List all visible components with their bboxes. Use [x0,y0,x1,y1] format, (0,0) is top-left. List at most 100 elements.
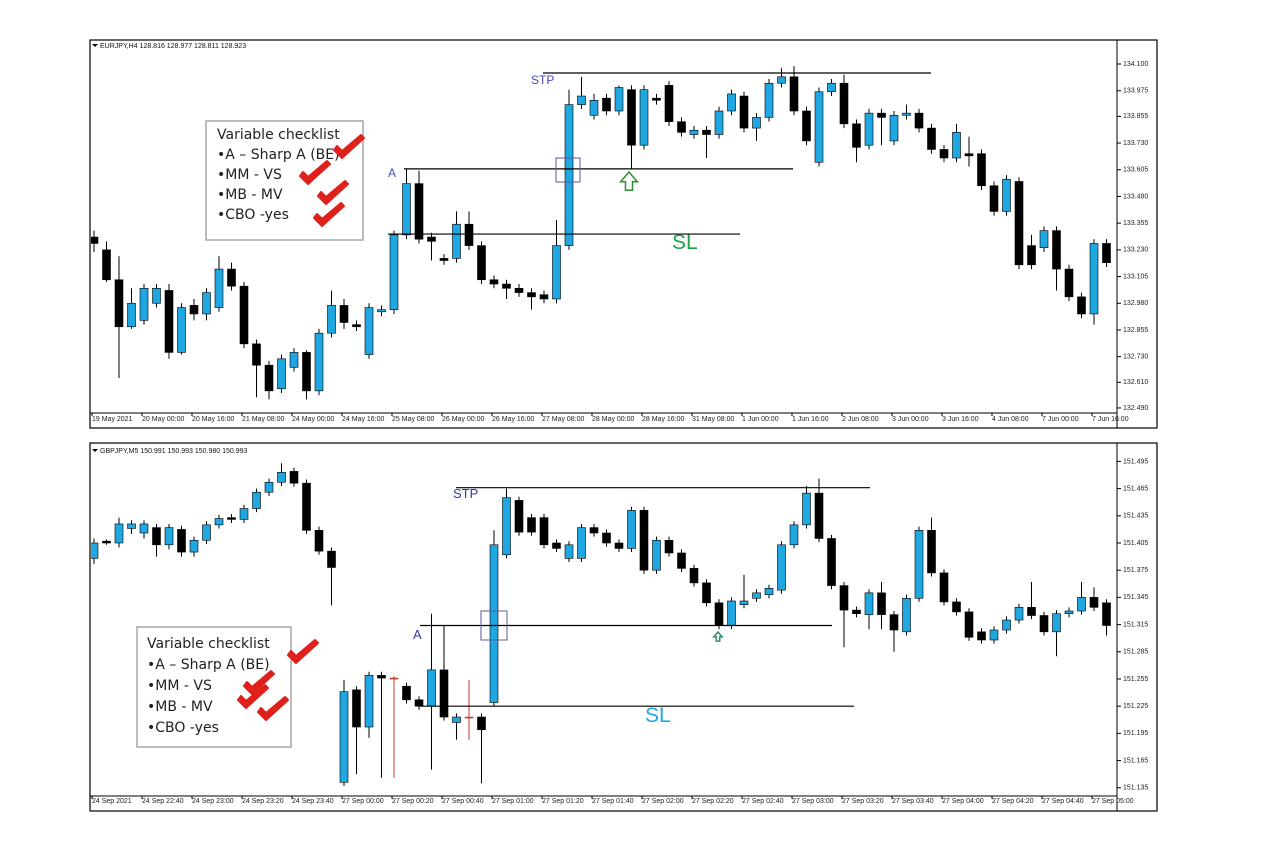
candle-body [402,183,411,236]
x-tick-label: 3 Jun 00:00 [892,416,929,423]
y-tick-label: 134.100 [1123,61,1148,68]
candle-body [677,121,686,133]
candle-body [727,600,736,626]
breakout-box [555,157,581,183]
checklist-item: •MM - VS [217,167,282,183]
candle-body [1052,230,1061,270]
candle-body [314,530,324,552]
candle-body [339,691,349,783]
candle-body [627,510,636,549]
candle-body [427,236,436,242]
candle-body [752,117,761,129]
candle-body [839,585,849,611]
candle-body [789,76,799,112]
x-tick-label: 25 May 08:00 [392,416,435,423]
candle-body [214,268,224,308]
candle-body [902,112,911,116]
candle-body [502,283,511,289]
x-tick-label: 1 Jun 00:00 [742,416,779,423]
candle-body [377,309,386,313]
candle-body [902,597,911,633]
candle-body [952,132,961,159]
y-tick-label: 151.285 [1123,649,1148,656]
y-tick-label: 132.490 [1123,405,1148,412]
x-tick-label: 27 Sep 00:40 [442,798,484,805]
candle-body [102,540,111,544]
candle-body [127,523,136,529]
candle-body [414,699,424,707]
entry-arrow [712,630,724,642]
candle-body [989,185,999,212]
candle-body [789,524,799,546]
x-tick-label: 24 Sep 23:00 [192,798,234,805]
candle-body [689,568,699,584]
check-mark [333,134,365,159]
y-tick-label: 151.435 [1123,513,1148,520]
candle-body [852,123,861,148]
candle-body [814,91,824,163]
level-label: A [413,627,422,642]
candle-body [502,497,511,556]
y-tick-label: 133.730 [1123,140,1148,147]
candle-body [614,542,624,549]
x-tick-label: 4 Jun 08:00 [992,416,1029,423]
breakout-box [480,610,508,641]
candle-body [702,129,711,135]
candle-body [239,508,249,520]
candle-body [977,153,986,187]
candle-body [439,669,449,718]
candle-body [189,539,199,553]
x-tick-label: 20 May 00:00 [142,416,185,423]
candle-body [327,550,336,568]
candle-body [1002,179,1011,212]
candle-body [827,538,836,586]
check-mark [317,180,349,205]
candle-body [252,491,261,509]
candle-body [489,544,499,703]
checklist-item: •CBO -yes [147,720,219,736]
x-tick-label: 24 May 16:00 [342,416,385,423]
candle-body [727,93,736,112]
candle-body [302,352,311,392]
checklist-box [205,120,364,241]
level-label: A [388,166,396,180]
candle-body [91,542,99,559]
checklist-item: •MM - VS [147,678,212,694]
checklist-item: •A – Sharp A (BE) [147,657,270,673]
candle-body [677,552,686,569]
x-tick-label: 27 Sep 01:40 [592,798,634,805]
candle-body [527,292,536,298]
y-tick-label: 133.230 [1123,247,1148,254]
y-tick-label: 132.610 [1123,379,1148,386]
candle-body [614,87,624,112]
x-tick-label: 27 Sep 00:20 [392,798,434,805]
candle-body [777,76,786,84]
candle-body [702,582,711,604]
candle-body [152,288,161,304]
candle-body [339,305,349,323]
x-tick-label: 27 Sep 03:00 [792,798,834,805]
y-tick-label: 151.315 [1123,621,1148,628]
candle-body [1077,296,1086,315]
x-tick-label: 24 Sep 23:40 [292,798,334,805]
candle-body [327,305,336,334]
candle-body [639,89,649,146]
y-tick-label: 132.980 [1123,300,1148,307]
candle-body [539,294,549,300]
x-tick-label: 24 May 00:00 [292,416,335,423]
candle-body [452,223,461,259]
x-tick-label: 24 Sep 2021 [92,798,132,805]
x-tick-label: 27 Sep 04:20 [992,798,1034,805]
candle-body [139,523,149,534]
y-tick-label: 133.355 [1123,220,1148,227]
candle-body [652,539,661,571]
chart-header: EURJPY,H4 128.816 128.977 128.811 128.92… [100,43,246,50]
chart-panel: GBPJPY,M5 150.991 150.993 150.980 150.99… [89,442,1158,812]
menu-triangle [92,44,98,47]
checklist-title: Variable checklist [147,636,270,652]
x-tick-label: 24 Sep 22:40 [142,798,184,805]
candle-body [877,592,886,615]
candle-body [752,592,761,599]
candle-body [1014,181,1024,266]
candle-body [1077,597,1086,612]
